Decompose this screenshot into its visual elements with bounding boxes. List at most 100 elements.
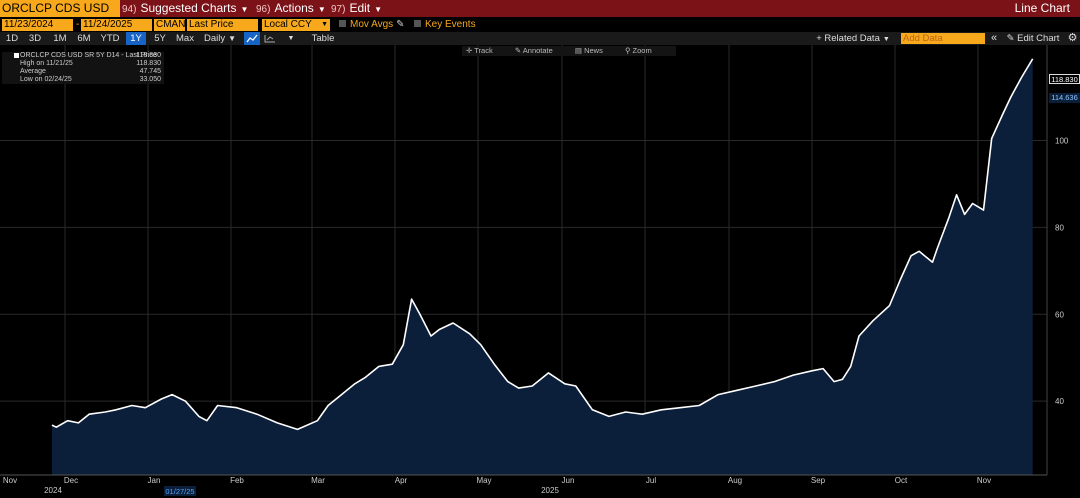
caret-down-icon: ▼	[374, 5, 383, 14]
pencil-icon: ✎	[396, 19, 405, 30]
parameters-bar: 11/23/2024 - 11/24/2025 CMAN Last Price …	[0, 18, 1080, 32]
edit-menu[interactable]: 97) Edit ▼	[331, 0, 382, 17]
range-1d-button[interactable]: 1D	[5, 33, 19, 44]
frequency-dropdown[interactable]: Daily ▼	[200, 32, 240, 45]
related-data-label: Related Data	[824, 33, 880, 44]
field-selector[interactable]: Last Price	[187, 19, 258, 31]
x-tick-label: Mar	[311, 476, 325, 485]
menu-label: Edit	[349, 1, 371, 15]
legend-low-value: 33.050	[139, 76, 161, 83]
y-tick-label: 100	[1055, 137, 1069, 146]
menu-label: Actions	[274, 1, 314, 15]
legend-average: Average 47.745	[2, 68, 164, 76]
actions-menu[interactable]: 96) Actions ▼	[256, 0, 326, 17]
collapse-left-icon[interactable]: «	[990, 32, 998, 44]
range-6m-button[interactable]: 6M	[77, 33, 91, 44]
caret-down-icon: ▼	[317, 5, 326, 14]
area-fill	[52, 58, 1033, 476]
mov-avgs-label: Mov Avgs	[350, 19, 394, 30]
legend-average-label: Average	[20, 68, 46, 75]
tool-label: Annotate	[522, 46, 553, 55]
x-tick-label: Aug	[728, 476, 742, 485]
legend-average-value: 47.745	[139, 68, 161, 75]
date-marker-label: 01/27/25	[165, 487, 194, 496]
related-data-dropdown[interactable]: + Related Data ▼	[813, 32, 893, 45]
x-tick-label: Jan	[148, 476, 161, 485]
x-year-label: 2024	[44, 486, 62, 495]
menu-number: 94)	[122, 4, 137, 15]
y-tick-label: 60	[1055, 310, 1064, 319]
start-date-field[interactable]: 11/23/2024	[2, 19, 73, 31]
chart-tools: ✛ Track ✎ Annotate ▤ News ⚲ Zoom	[462, 46, 676, 56]
line-chart[interactable]: 40 60 80 100 Nov Dec Jan Feb Mar Apr May Jun Jul Aug…	[0, 45, 1080, 498]
tool-label: Track	[474, 46, 493, 55]
y-tick-label: 40	[1055, 397, 1064, 406]
tool-label: Zoom	[632, 46, 652, 55]
range-max-button[interactable]: Max	[176, 33, 194, 44]
range-5y-button[interactable]: 5Y	[154, 33, 166, 44]
legend-high: High on 11/21/25 118.830	[2, 60, 164, 68]
caret-down-icon: ▼	[228, 34, 237, 43]
source-field[interactable]: CMAN	[154, 19, 186, 31]
range-1m-button[interactable]: 1M	[53, 33, 67, 44]
gear-icon[interactable]: ⚙	[1067, 32, 1078, 44]
date-marker-box	[164, 486, 196, 496]
legend-series-name: ORCLCP CDS USD SR 5Y D14 - Last Price	[20, 52, 157, 59]
x-tick-label: Feb	[230, 476, 244, 485]
range-ytd-button[interactable]: YTD	[100, 33, 120, 44]
add-data-input[interactable]: Add Data	[901, 33, 985, 44]
secondary-price-tag: 114.636	[1049, 93, 1080, 103]
legend-series[interactable]: ORCLCP CDS USD SR 5Y D14 - Last Price 118…	[2, 52, 164, 60]
caret-down-icon: ▼	[240, 5, 249, 14]
news-tool[interactable]: ▤ News	[574, 46, 603, 55]
legend-low: Low on 02/24/25 33.050	[2, 76, 164, 84]
x-year-label: 2025	[541, 486, 559, 495]
checkbox-icon	[339, 20, 346, 27]
tool-label: News	[584, 46, 603, 55]
currency-selector[interactable]: Local CCY ▼	[262, 19, 330, 31]
plus-icon: +	[816, 33, 822, 44]
x-tick-label: Dec	[64, 476, 78, 485]
x-tick-label: Sep	[811, 476, 826, 485]
legend-high-label: High on 11/21/25	[20, 60, 73, 67]
annotate-tool[interactable]: ✎ Annotate	[514, 46, 553, 55]
end-date-field[interactable]: 11/24/2025	[81, 19, 152, 31]
x-tick-label: Jul	[646, 476, 656, 485]
crosshair-icon[interactable]	[262, 32, 278, 45]
legend-high-value: 118.830	[136, 60, 161, 67]
menu-number: 97)	[331, 4, 346, 15]
toolbar: 1D 3D 1M 6M YTD 1Y 5Y Max Daily ▼ ▼ Table…	[0, 32, 1080, 45]
edit-chart-button[interactable]: ✎ Edit Chart	[1002, 32, 1064, 45]
table-button[interactable]: Table	[311, 33, 335, 44]
caret-down-icon: ▼	[882, 36, 890, 43]
y-tick-label: 80	[1055, 223, 1064, 232]
price-line	[51, 58, 1034, 431]
range-1y-button[interactable]: 1Y	[126, 32, 146, 45]
key-events-toggle[interactable]: Key Events	[412, 19, 492, 31]
checkbox-icon	[414, 20, 421, 27]
line-chart-icon[interactable]	[244, 32, 260, 45]
mov-avgs-toggle[interactable]: Mov Avgs ✎	[337, 19, 407, 31]
series-swatch	[14, 53, 19, 58]
range-3d-button[interactable]: 3D	[28, 33, 42, 44]
chart-type-label: Line Chart	[1014, 1, 1070, 15]
legend-last-value: 118.830	[136, 52, 161, 59]
currency-label: Local CCY	[264, 19, 312, 30]
x-tick-label: Apr	[395, 476, 408, 485]
legend-low-label: Low on 02/24/25	[20, 76, 72, 83]
menu-number: 96)	[256, 4, 271, 15]
ticker-field[interactable]: ORCLCP CDS USD SR	[0, 0, 120, 32]
x-tick-label: Jun	[562, 476, 575, 485]
pencil-icon: ✎	[1006, 33, 1015, 44]
edit-chart-label: Edit Chart	[1017, 33, 1060, 44]
date-dash: -	[76, 19, 80, 30]
x-tick-label: May	[476, 476, 491, 485]
zoom-tool[interactable]: ⚲ Zoom	[624, 46, 652, 55]
more-caret-icon[interactable]: ▼	[287, 35, 295, 42]
x-tick-label: Nov	[3, 476, 17, 485]
caret-down-icon: ▼	[321, 21, 328, 28]
suggested-charts-menu[interactable]: 94) Suggested Charts ▼	[122, 0, 248, 17]
menu-label: Suggested Charts	[140, 1, 237, 15]
x-tick-label: Oct	[895, 476, 908, 485]
track-tool[interactable]: ✛ Track	[466, 46, 493, 55]
